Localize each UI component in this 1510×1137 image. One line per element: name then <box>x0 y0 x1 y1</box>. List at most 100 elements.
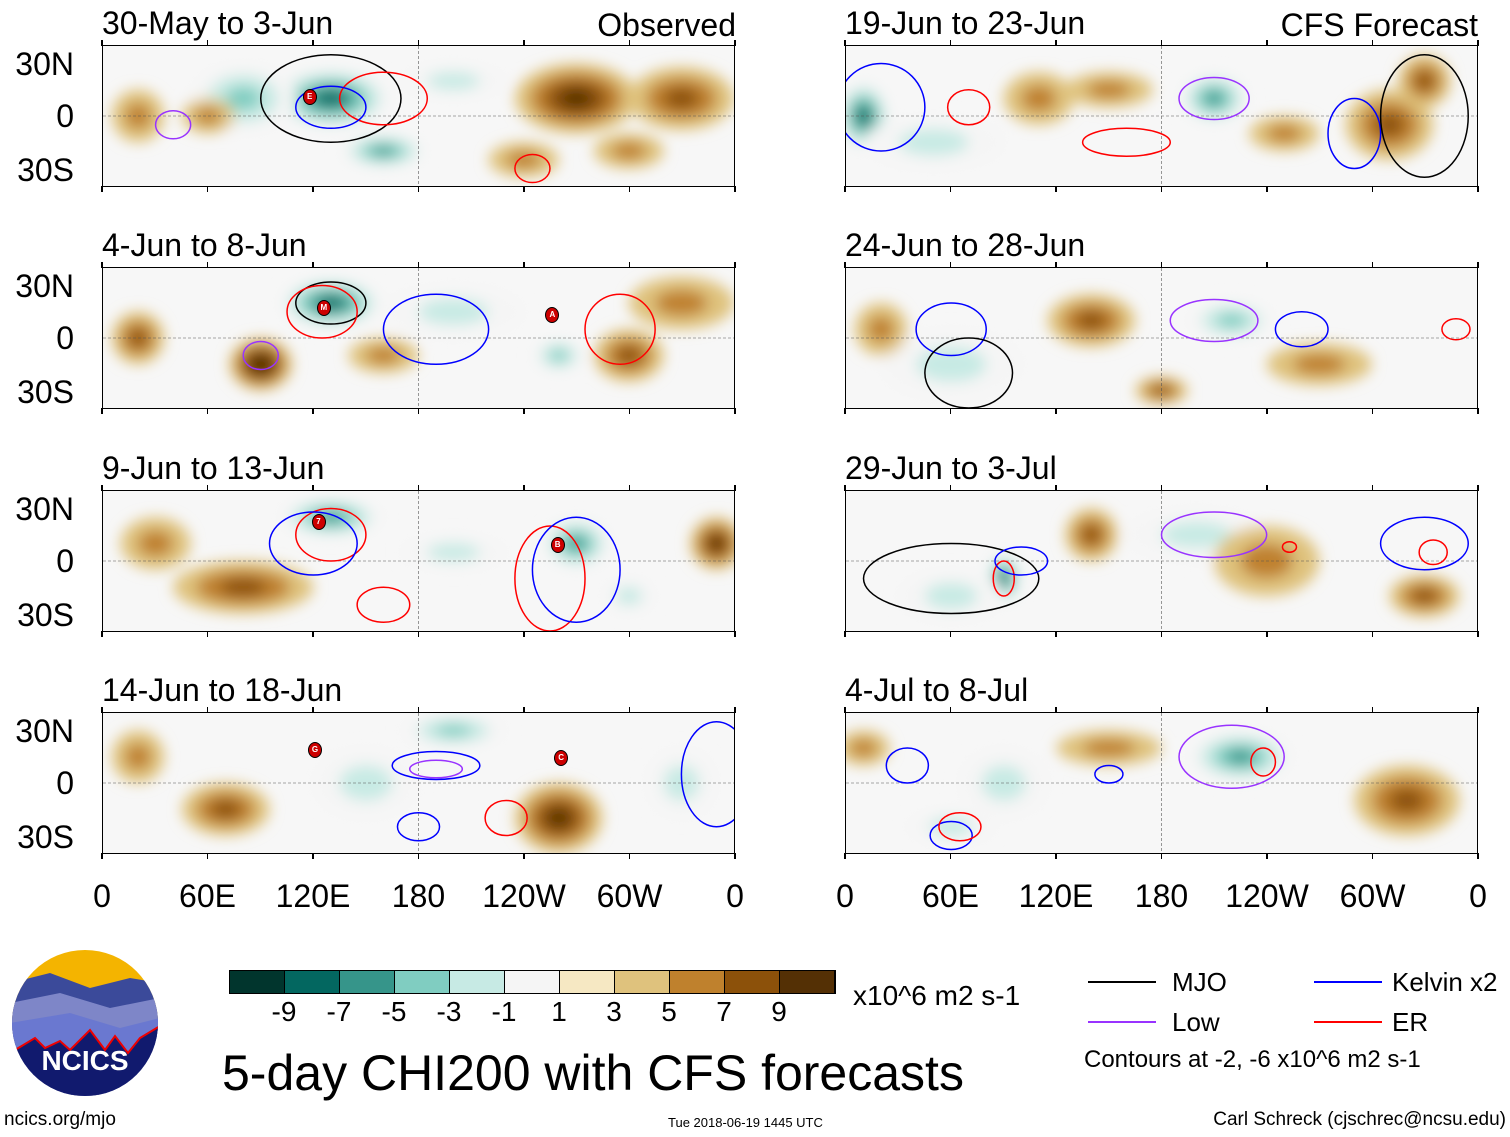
anomaly-blob <box>1266 124 1302 143</box>
legend-line-er <box>1314 1021 1382 1023</box>
footer-url[interactable]: ncics.org/mjo <box>4 1109 116 1130</box>
anomaly-blob <box>549 349 568 362</box>
er-contour <box>948 90 990 125</box>
axis-tick <box>101 40 103 192</box>
lon-label: 60E <box>922 878 979 914</box>
anomaly-blob <box>436 724 472 737</box>
axis-tick <box>523 707 525 859</box>
panel-title: 4-Jun to 8-Jun <box>102 227 307 263</box>
axis-tick <box>1160 485 1162 637</box>
colorbar-label: 9 <box>771 996 787 1027</box>
anomaly-blob <box>372 146 395 156</box>
axis-tick <box>1266 485 1268 637</box>
er-contour <box>1282 542 1296 553</box>
colorbar-label: 7 <box>716 996 732 1027</box>
kelvin-contour <box>681 722 734 827</box>
lat-label: 30S <box>17 152 74 188</box>
axis-tick <box>312 707 314 859</box>
anomaly-blob <box>709 536 724 551</box>
colorbar-swatch <box>670 971 725 993</box>
lon-label: 120W <box>482 878 566 914</box>
colorbar-label: -9 <box>271 996 297 1027</box>
colorbar-label: -3 <box>436 996 462 1027</box>
axis-tick <box>101 262 103 414</box>
lon-label: 60W <box>1339 878 1406 914</box>
er-contour <box>515 155 550 183</box>
low-contour <box>1179 78 1249 120</box>
anomaly-blob <box>924 582 978 610</box>
forecast-label: CFS Forecast <box>1280 7 1478 43</box>
kelvin-contour <box>846 64 925 152</box>
lat-label: 30S <box>17 597 74 633</box>
er-contour <box>1251 748 1276 776</box>
kelvin-contour <box>392 752 480 780</box>
axis-tick <box>101 485 103 637</box>
legend-er: ER <box>1392 1007 1429 1037</box>
mjo-contour <box>261 55 401 143</box>
anomaly-blob <box>219 578 267 596</box>
kelvin-contour <box>995 547 1048 575</box>
axis-tick <box>206 40 208 192</box>
panel-title: 19-Jun to 23-Jun <box>845 5 1086 41</box>
anomaly-blob <box>124 743 152 770</box>
lat-label: 30N <box>15 268 74 304</box>
legend-line-kelvin <box>1314 981 1382 983</box>
axis-tick <box>312 262 314 414</box>
er-contour <box>340 72 428 125</box>
axis-tick <box>734 262 736 414</box>
axis-tick <box>949 485 951 637</box>
axis-tick <box>628 40 630 192</box>
low-contour <box>243 342 278 370</box>
axis-tick <box>734 707 736 859</box>
svg-text:NCICS: NCICS <box>41 1045 128 1076</box>
colorbar-swatch <box>615 971 670 993</box>
axis-tick <box>1477 40 1479 192</box>
kelvin-contour <box>1381 517 1469 570</box>
er-contour <box>357 587 410 622</box>
axis-tick <box>101 707 103 859</box>
lat-label: 0 <box>56 320 74 356</box>
panel-title: 9-Jun to 13-Jun <box>102 450 325 486</box>
kelvin-contour <box>916 303 986 356</box>
er-contour <box>1083 128 1171 156</box>
colorbar-label: -1 <box>491 996 517 1027</box>
lat-label: 30S <box>17 819 74 855</box>
er-contour <box>1419 540 1447 565</box>
axis-tick <box>1055 40 1057 192</box>
storm-marker: M <box>316 300 331 317</box>
lat-label: 0 <box>56 543 74 579</box>
axis-tick <box>417 485 419 637</box>
storm-marker: 7 <box>311 514 326 531</box>
axis-tick <box>628 707 630 859</box>
axis-tick <box>417 262 419 414</box>
lon-label: 180 <box>391 878 446 914</box>
mjo-contour <box>296 282 366 324</box>
axis-tick <box>523 262 525 414</box>
anomaly-blob <box>916 346 987 382</box>
axis-tick <box>1371 262 1373 414</box>
panel-title: 29-Jun to 3-Jul <box>845 450 1057 486</box>
kelvin-contour <box>383 294 488 364</box>
anomaly-blob <box>1415 72 1434 90</box>
storm-marker: A <box>545 307 560 324</box>
lat-label: 30N <box>15 713 74 749</box>
axis-tick <box>1055 262 1057 414</box>
colorbar-label: 3 <box>606 996 622 1027</box>
anomaly-blob <box>1389 788 1425 813</box>
axis-tick <box>949 40 951 192</box>
anomaly-blob <box>1082 526 1101 544</box>
ncics-logo: NCICS <box>12 950 158 1096</box>
lon-label: 120W <box>1225 878 1309 914</box>
panel-title: 24-Jun to 28-Jun <box>845 227 1086 263</box>
kelvin-contour <box>1275 312 1328 347</box>
colorbar-swatch <box>230 971 285 993</box>
axis-tick <box>1371 40 1373 192</box>
axis-tick <box>206 262 208 414</box>
colorbar-label: -7 <box>326 996 352 1027</box>
colorbar-swatch <box>340 971 395 993</box>
axis-tick <box>206 707 208 859</box>
credit: Carl Schreck (cjschrec@ncsu.edu) <box>1213 1109 1506 1130</box>
er-contour <box>296 509 366 562</box>
axis-tick <box>1055 485 1057 637</box>
